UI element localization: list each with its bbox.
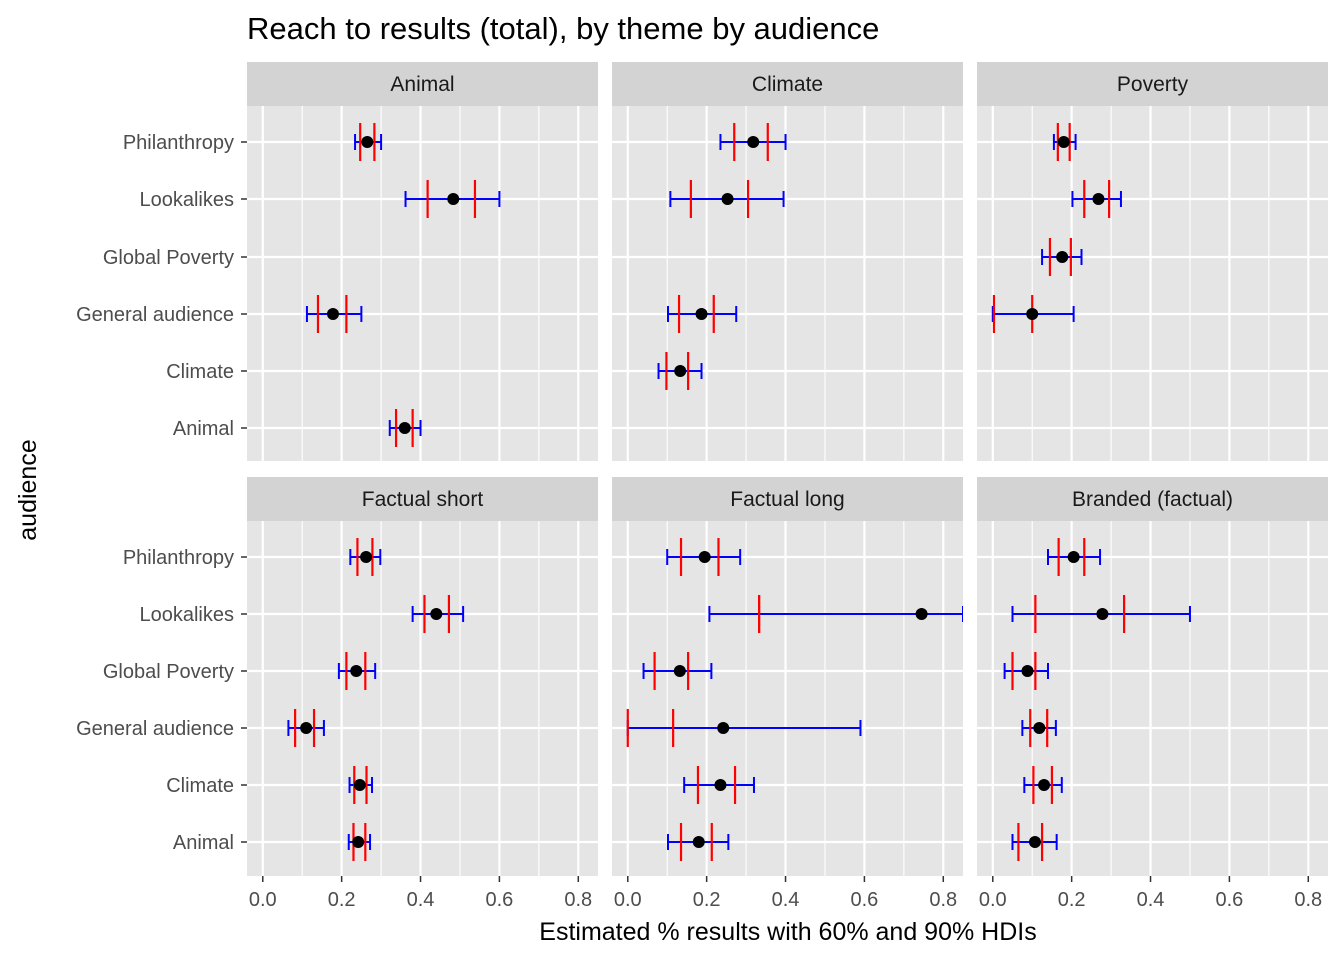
point-estimate [360, 551, 373, 563]
y-tick-label: Lookalikes [139, 604, 234, 626]
facet-strip-label: Animal [390, 73, 454, 96]
panel-background [247, 521, 598, 876]
x-tick-label: 0.8 [1294, 889, 1322, 911]
y-tick-label: Philanthropy [123, 547, 234, 569]
facet-strip-label: Branded (factual) [1072, 488, 1233, 511]
x-tick-label: 0.0 [614, 889, 642, 911]
point-estimate [692, 836, 705, 848]
data-marks [657, 123, 787, 390]
point-estimate [430, 608, 443, 620]
panel-background [977, 521, 1328, 876]
facet-panel: Poverty [977, 62, 1328, 461]
point-estimate [698, 551, 711, 563]
y-axis-title: audience [14, 439, 42, 540]
y-tick-label: Lookalikes [139, 189, 234, 211]
facet-strip [247, 477, 598, 521]
point-estimate [1067, 551, 1080, 563]
x-tick-label: 0.6 [850, 889, 878, 911]
point-estimate [350, 665, 363, 677]
y-tick-label: Philanthropy [123, 132, 234, 154]
point-estimate [1026, 308, 1039, 320]
point-estimate [1038, 779, 1051, 791]
x-tick-label: 0.0 [979, 889, 1007, 911]
y-tick-label: General audience [76, 718, 234, 740]
y-tick-label: Global Poverty [103, 661, 234, 683]
point-estimate [717, 722, 730, 734]
point-estimate [1092, 193, 1105, 205]
point-estimate [673, 665, 686, 677]
x-tick-label: 0.6 [485, 889, 513, 911]
facet-strip-label: Poverty [1117, 73, 1189, 96]
facet-strip [977, 477, 1328, 521]
x-tick-label: 0.8 [929, 889, 957, 911]
point-estimate [353, 779, 366, 791]
point-estimate [326, 308, 339, 320]
x-axis-title: Estimated % results with 60% and 90% HDI… [539, 918, 1036, 946]
point-estimate [1056, 251, 1069, 263]
point-estimate [1096, 608, 1109, 620]
point-estimate [1057, 136, 1070, 148]
point-estimate [695, 308, 708, 320]
y-tick-label: Animal [173, 832, 234, 854]
x-tick-label: 0.2 [328, 889, 356, 911]
point-estimate [915, 608, 928, 620]
y-tick-label: Climate [166, 775, 234, 797]
panel-background [247, 106, 598, 461]
facet-panel: Factual short 0.0 0.2 0.4 0.6 0.8 Philanthropy… [76, 477, 598, 911]
panels-layer: Animal Philanthropy Lookalikes Global Pover… [76, 62, 1328, 911]
y-tick-label: Climate [166, 361, 234, 383]
point-estimate [674, 365, 687, 377]
x-tick-label: 0.8 [564, 889, 592, 911]
facet-panel: Climate [612, 62, 963, 461]
point-estimate [300, 722, 313, 734]
facet-strip-label: Climate [752, 73, 823, 96]
data-marks [1003, 538, 1191, 861]
point-estimate [447, 193, 460, 205]
point-estimate [721, 193, 734, 205]
x-tick-label: 0.2 [693, 889, 721, 911]
y-tick-label: Animal [173, 418, 234, 440]
x-tick-label: 0.4 [1137, 889, 1165, 911]
panel-background [977, 106, 1328, 461]
panel-background [612, 106, 963, 461]
x-tick-label: 0.0 [249, 889, 277, 911]
point-estimate [1028, 836, 1041, 848]
facet-panel: Animal Philanthropy Lookalikes Global Pover… [76, 62, 598, 461]
point-estimate [352, 836, 365, 848]
point-estimate [747, 136, 760, 148]
facet-strip-label: Factual short [362, 488, 484, 511]
data-marks [991, 123, 1122, 333]
facet-panel: Factual long 0.0 0.2 0.4 0.6 0.8 [612, 477, 963, 911]
chart-title: Reach to results (total), by theme by au… [247, 11, 879, 46]
facet-strip [612, 62, 963, 106]
data-marks [305, 123, 501, 447]
data-marks [626, 538, 963, 861]
panel-background [612, 521, 963, 876]
point-estimate [714, 779, 727, 791]
facet-panel: Branded (factual) 0.0 0.2 0.4 0.6 0.8 [977, 477, 1328, 911]
point-estimate [1021, 665, 1034, 677]
facet-strip [612, 477, 963, 521]
facet-strip [977, 62, 1328, 106]
x-tick-label: 0.2 [1058, 889, 1086, 911]
data-marks [287, 538, 465, 861]
y-tick-label: Global Poverty [103, 247, 234, 269]
y-tick-label: General audience [76, 304, 234, 326]
facet-strip-label: Factual long [730, 488, 844, 511]
x-tick-label: 0.6 [1215, 889, 1243, 911]
x-tick-label: 0.4 [772, 889, 800, 911]
facet-strip [247, 62, 598, 106]
point-estimate [361, 136, 374, 148]
point-estimate [398, 422, 411, 434]
x-tick-label: 0.4 [407, 889, 435, 911]
point-estimate [1033, 722, 1046, 734]
